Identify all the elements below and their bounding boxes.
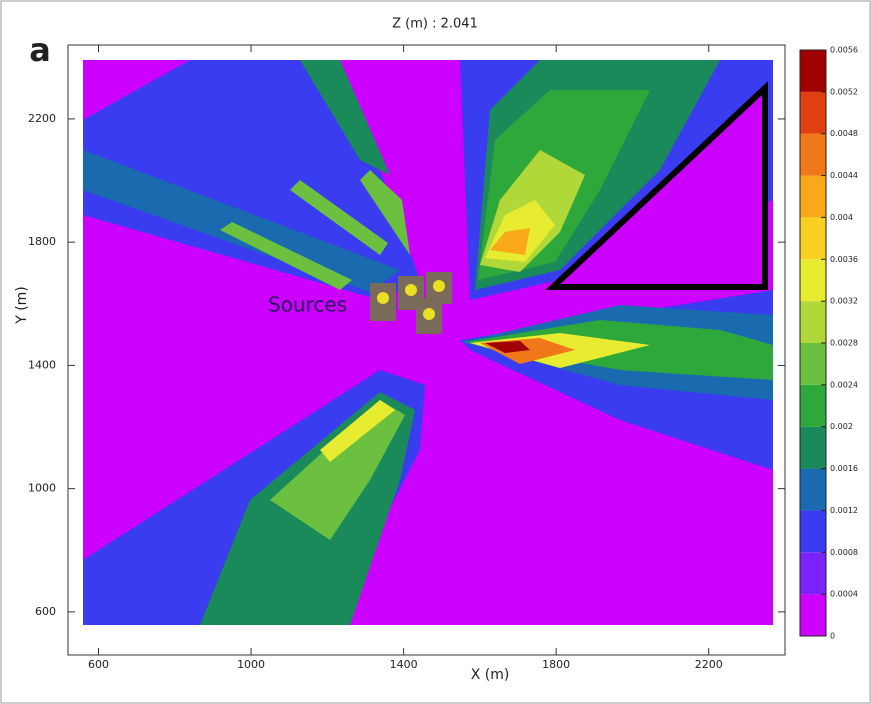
colorbar-label: 0.0056 (830, 46, 858, 55)
colorbar-label: 0 (830, 632, 835, 641)
colorbar-label: 0.0032 (830, 297, 858, 306)
colorbar-band (800, 552, 826, 595)
x-tick-label: 1400 (390, 658, 418, 671)
colorbar-label: 0.002 (830, 422, 853, 431)
y-tick-label: 1800 (28, 235, 56, 248)
plot-frame (67, 44, 786, 656)
colorbar-band (800, 301, 826, 343)
y-tick-label: 2200 (28, 112, 56, 125)
colorbar-band (800, 91, 826, 134)
y-axis-label: Y (m) (14, 286, 30, 325)
colorbar-band (800, 217, 826, 260)
colorbar-band (800, 510, 826, 553)
colorbar-label: 0.0028 (830, 339, 858, 348)
colorbar-label: 0.0036 (830, 255, 858, 264)
colorbar-label: 0.0044 (830, 171, 858, 180)
colorbar-band (800, 343, 826, 385)
x-axis-label: X (m) (471, 667, 510, 683)
colorbar-band (800, 468, 826, 511)
colorbar-label: 0.0052 (830, 87, 858, 96)
panel-label: a (29, 31, 51, 69)
chart-title: Z (m) : 2.041 (392, 17, 478, 32)
colorbar-band (800, 594, 826, 636)
colorbar-band (800, 426, 826, 469)
x-tick-label: 1800 (542, 658, 570, 671)
x-tick-label: 600 (88, 658, 109, 671)
y-tick-label: 1000 (28, 482, 56, 495)
colorbar-label: 0.004 (830, 213, 853, 222)
colorbar-label: 0.0012 (830, 506, 858, 515)
x-tick-label: 2200 (695, 658, 723, 671)
x-tick-label: 1000 (237, 658, 265, 671)
colorbar-frame (799, 49, 827, 637)
source-icons (370, 272, 452, 334)
contour-field (83, 60, 773, 625)
colorbar-label: 0.0016 (830, 464, 858, 473)
annotation: Sources (268, 293, 347, 317)
colorbar-label: 0.0024 (830, 380, 858, 389)
colorbar-band (800, 384, 826, 427)
colorbar-label: 0.0008 (830, 548, 858, 557)
y-tick-label: 600 (35, 605, 56, 618)
colorbar-band (800, 175, 826, 218)
colorbar-band (800, 133, 826, 176)
colorbar-label: 0.0048 (830, 129, 858, 138)
colorbar-band (800, 259, 826, 302)
y-tick-label: 1400 (28, 358, 56, 371)
colorbar-label: 0.0004 (830, 590, 858, 599)
colorbar-band (800, 50, 826, 92)
